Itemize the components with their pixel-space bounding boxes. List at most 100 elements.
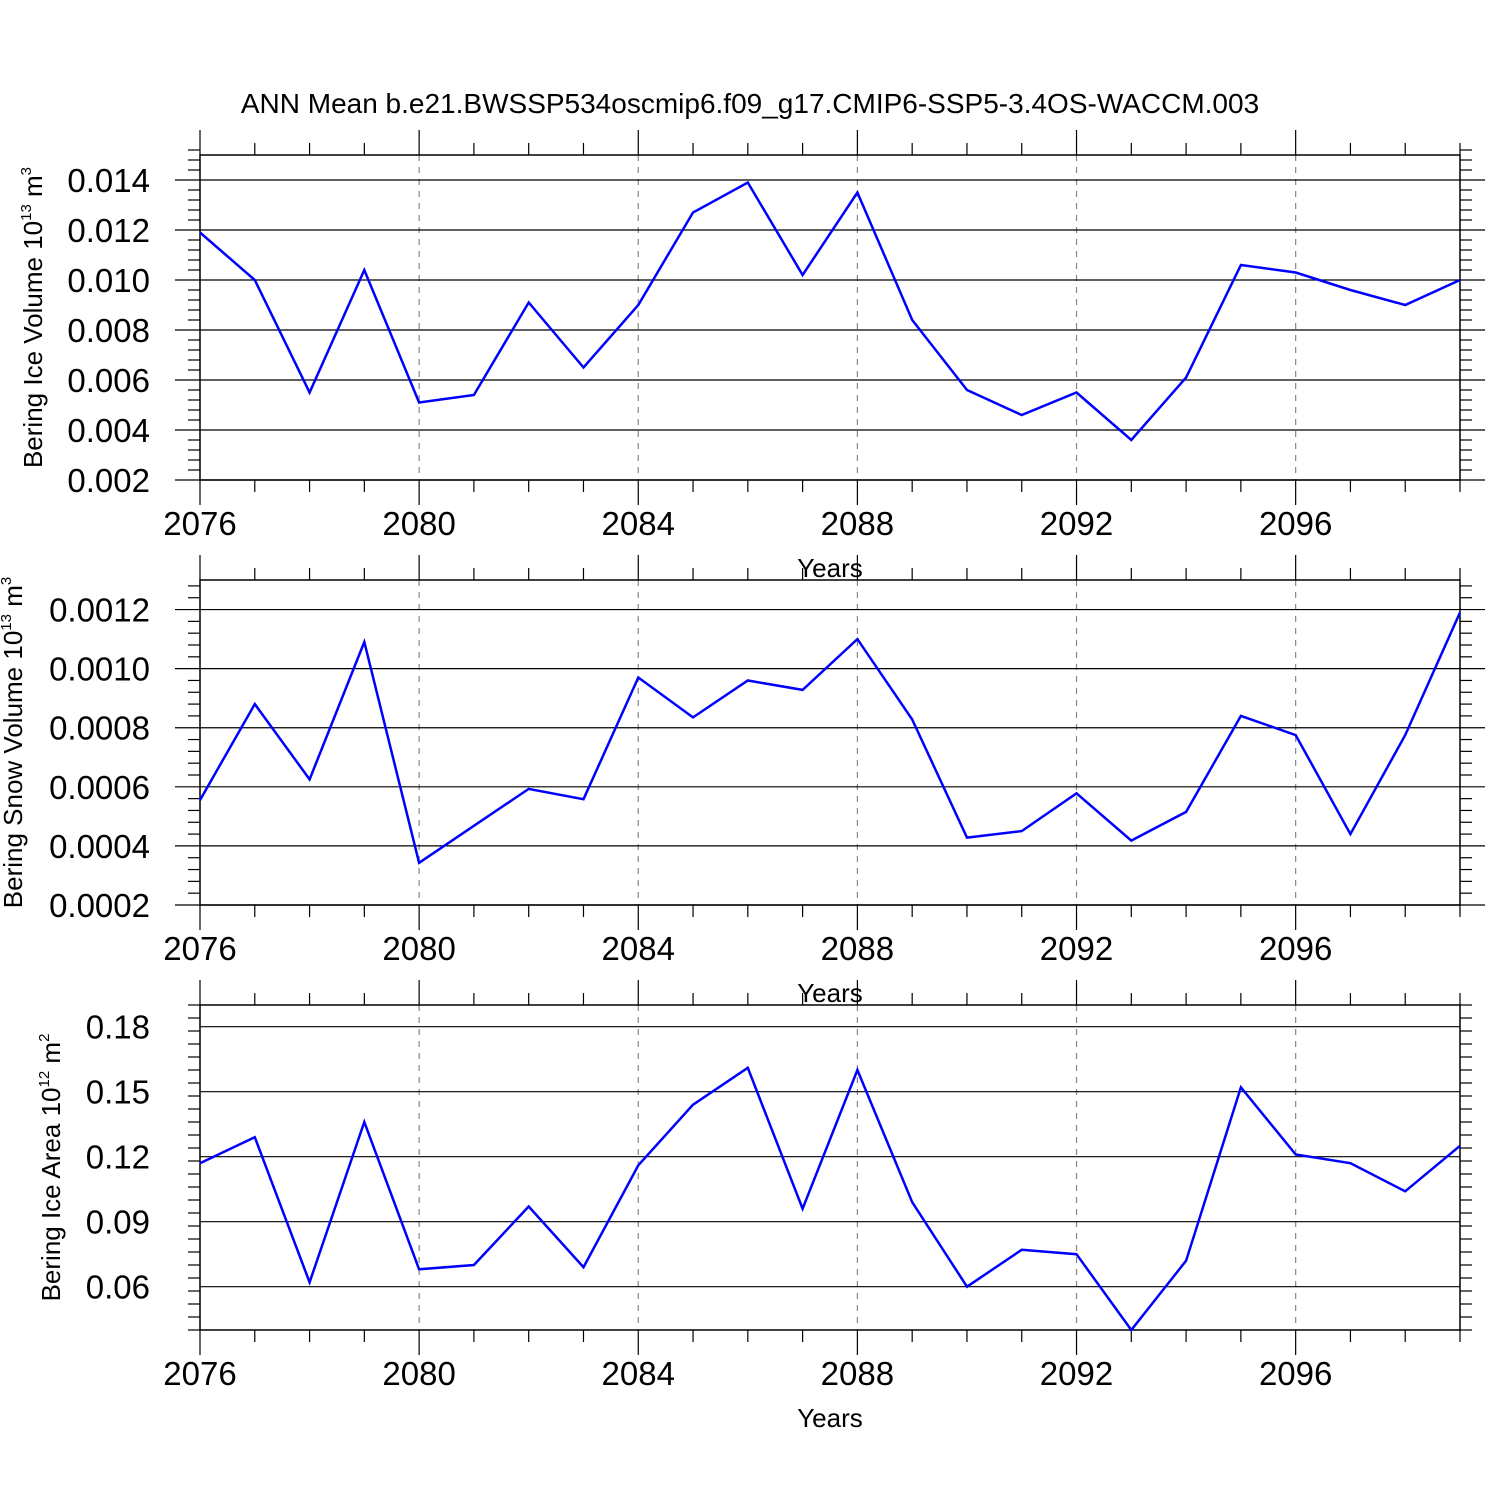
y-axis-label-superscript: 13: [0, 614, 15, 631]
data-point: [1129, 1328, 1133, 1332]
data-point: [746, 1066, 750, 1070]
y-tick-label: 0.0008: [49, 710, 150, 747]
data-point: [362, 268, 366, 272]
y-axis-label: Bering Ice Area 1012 m2: [36, 1034, 66, 1302]
data-point: [198, 231, 202, 235]
data-point: [581, 797, 585, 801]
y-axis-label: Bering Ice Volume 1013 m3: [18, 167, 48, 468]
y-axis-label-superscript: 3: [18, 167, 35, 175]
data-point: [965, 388, 969, 392]
data-point: [1294, 1153, 1298, 1157]
data-point: [527, 787, 531, 791]
y-tick-label: 0.004: [67, 412, 150, 449]
data-point: [308, 777, 312, 781]
data-point: [1184, 376, 1188, 380]
y-axis-label-text: Bering Ice Volume 10: [18, 221, 48, 468]
data-point: [691, 715, 695, 719]
data-point: [417, 1267, 421, 1271]
data-point: [1458, 611, 1462, 615]
x-tick-label: 2096: [1259, 930, 1332, 967]
data-point: [691, 1103, 695, 1107]
data-point: [746, 181, 750, 185]
x-tick-label: 2088: [821, 1355, 894, 1392]
data-point: [965, 1285, 969, 1289]
plot-frame: [199, 1004, 1461, 1331]
data-point: [308, 1280, 312, 1284]
panel-3: 0.06 0.09 0.12 0.15 0.18 2076 2080 2084 2088 2092…: [36, 980, 1472, 1433]
y-tick-label: 0.12: [86, 1139, 150, 1176]
y-axis-label: Bering Snow Volume 1013 m3: [0, 577, 28, 908]
data-point: [1458, 1144, 1462, 1148]
y-tick-label: 0.0006: [49, 769, 150, 806]
y-axis-label-text: m: [18, 175, 48, 204]
x-axis-label: Years: [797, 553, 863, 583]
data-point: [965, 836, 969, 840]
y-axis-label-text: Bering Ice Area 10: [36, 1088, 66, 1302]
data-point: [1239, 263, 1243, 267]
y-axis-label-text: Bering Snow Volume 10: [0, 631, 28, 909]
x-tick-label: 2096: [1259, 1355, 1332, 1392]
data-point: [362, 640, 366, 644]
x-tick-label: 2092: [1040, 930, 1113, 967]
data-point: [308, 391, 312, 395]
plot-frame: [199, 579, 1461, 906]
data-point: [636, 1163, 640, 1167]
data-point: [801, 1207, 805, 1211]
y-tick-label: 0.012: [67, 212, 150, 249]
data-point: [1129, 438, 1133, 442]
data-point: [1458, 278, 1462, 282]
data-point: [855, 1068, 859, 1072]
y-tick-label: 0.0010: [49, 651, 150, 688]
data-point: [581, 366, 585, 370]
data-point: [472, 393, 476, 397]
data-point: [1348, 1161, 1352, 1165]
data-point: [1075, 791, 1079, 795]
x-tick-label: 2092: [1040, 1355, 1113, 1392]
data-point: [472, 824, 476, 828]
y-axis-label-superscript: 13: [18, 204, 35, 221]
x-tick-label: 2092: [1040, 505, 1113, 542]
data-point: [527, 1205, 531, 1209]
y-tick-label: 0.0002: [49, 887, 150, 924]
y-axis-label-superscript: 2: [36, 1034, 53, 1042]
y-tick-label: 0.09: [86, 1204, 150, 1241]
y-axis-label-superscript: 12: [36, 1071, 53, 1088]
data-point: [1403, 303, 1407, 307]
x-tick-label: 2084: [602, 505, 675, 542]
x-tick-label: 2084: [602, 1355, 675, 1392]
data-point: [417, 861, 421, 865]
x-axis-label: Years: [797, 1403, 863, 1433]
x-tick-label: 2084: [602, 930, 675, 967]
x-tick-label: 2088: [821, 930, 894, 967]
data-point: [417, 401, 421, 405]
figure-title: ANN Mean b.e21.BWSSP534oscmip6.f09_g17.C…: [241, 88, 1259, 119]
data-point: [253, 1135, 257, 1139]
data-point: [198, 1161, 202, 1165]
data-point: [1348, 288, 1352, 292]
y-tick-label: 0.006: [67, 362, 150, 399]
y-tick-label: 0.008: [67, 312, 150, 349]
data-point: [746, 678, 750, 682]
y-axis-label-superscript: 3: [0, 577, 15, 585]
data-point: [472, 1263, 476, 1267]
data-point: [1184, 810, 1188, 814]
data-point: [1239, 1085, 1243, 1089]
y-tick-label: 0.18: [86, 1009, 150, 1046]
series-line: [198, 611, 1462, 865]
data-point: [1020, 1248, 1024, 1252]
data-point: [1239, 714, 1243, 718]
y-tick-label: 0.0004: [49, 828, 150, 865]
data-point: [527, 301, 531, 305]
y-axis-label-text: m: [36, 1042, 66, 1071]
x-tick-label: 2088: [821, 505, 894, 542]
data-point: [1294, 271, 1298, 275]
data-point: [855, 191, 859, 195]
data-point: [1348, 832, 1352, 836]
data-point: [910, 717, 914, 721]
data-point: [1129, 839, 1133, 843]
y-axis-label-text: m: [0, 585, 28, 614]
panel-2: 0.0002 0.0004 0.0006 0.0008 0.0010 0.0012 2076…: [0, 555, 1485, 1008]
x-axis-label: Years: [797, 978, 863, 1008]
data-point: [362, 1120, 366, 1124]
